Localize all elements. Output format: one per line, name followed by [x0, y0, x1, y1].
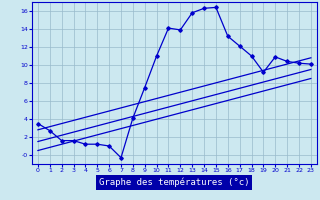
X-axis label: Graphe des températures (°c): Graphe des températures (°c)	[99, 177, 250, 187]
